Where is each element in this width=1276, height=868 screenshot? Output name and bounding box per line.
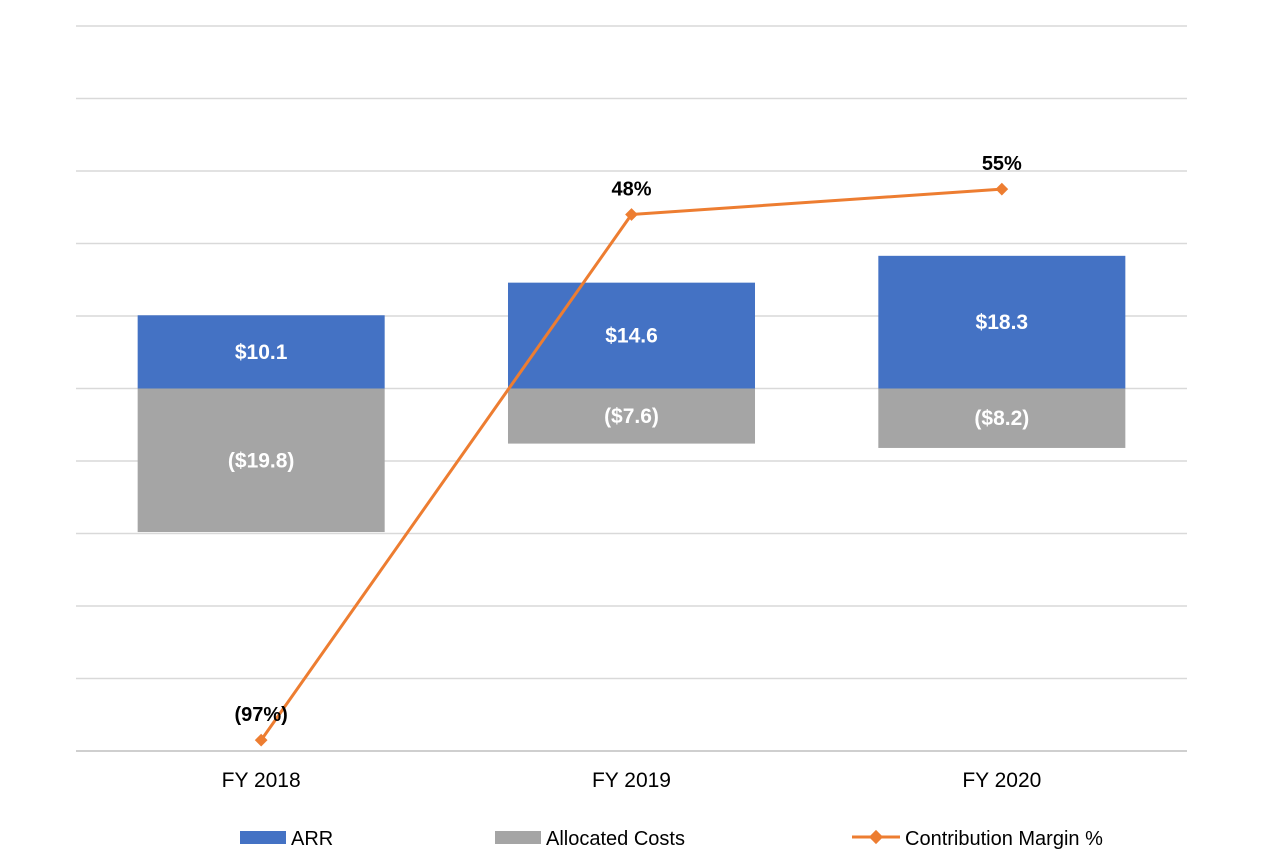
x-axis: FY 2018 FY 2019 FY 2020 [222,769,1042,792]
bar-allocated-costs [137,388,385,533]
margin-label: (97%) [234,704,287,726]
bar-allocated-costs [878,388,1126,448]
x-tick-label: FY 2018 [222,769,301,792]
legend: ARR Allocated Costs Contribution Margin … [240,828,1103,850]
bar-arr [137,315,385,389]
legend-label-arr: ARR [291,828,333,850]
bar-label-arr: $18.3 [976,311,1029,334]
margin-label: 55% [982,153,1022,175]
legend-swatch-arr [240,831,286,844]
bar-arr [507,282,756,389]
margin-label: 48% [611,179,651,201]
bar-allocated-costs [507,388,756,444]
bar-arr [878,255,1126,389]
legend-label-contribution-margin: Contribution Margin % [905,828,1103,850]
bar-label-arr: $14.6 [605,325,658,348]
bar-label-allocated-costs: ($7.6) [604,405,659,428]
bars [137,255,1126,533]
bar-label-allocated-costs: ($8.2) [974,407,1029,430]
x-tick-label: FY 2019 [592,769,671,792]
x-tick-label: FY 2020 [962,769,1041,792]
legend-marker-contribution-margin [868,829,884,845]
bar-label-arr: $10.1 [235,341,288,364]
data-labels: $10.1 $14.6 $18.3 ($19.8) ($7.6) ($8.2) (97%) 4… [228,153,1029,726]
margin-point [995,182,1009,196]
legend-label-allocated-costs: Allocated Costs [546,828,685,850]
bar-label-allocated-costs: ($19.8) [228,449,295,472]
legend-swatch-allocated-costs [495,831,541,844]
